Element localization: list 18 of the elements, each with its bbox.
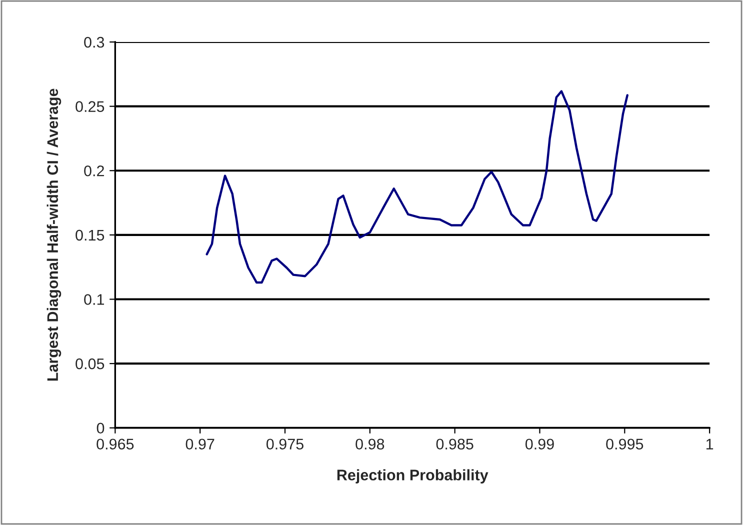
y-tick-label: 0.05 [76,358,104,370]
x-tick-label: 0.97 [186,438,214,450]
y-axis-title: Largest Diagonal Half-width CI / Average [46,88,62,381]
y-tick-label: 0 [96,422,104,434]
x-tick-label: 0.99 [525,438,554,450]
y-tick-label: 0.25 [76,101,104,112]
x-axis-title: Rejection Probability [337,469,488,484]
x-tick-label: 0.98 [356,438,384,450]
x-tick-label: 0.965 [96,438,134,450]
x-tick-label: 0.975 [266,438,304,450]
x-tick-label: 0.995 [606,438,644,450]
y-tick-label: 0.2 [84,165,104,176]
line-series [206,90,628,284]
x-tick-label: 1 [706,438,714,450]
x-tick-label: 0.985 [436,438,474,450]
y-tick-label: 0.15 [76,230,104,241]
y-tick-label: 0.3 [84,36,104,48]
y-tick-label: 0.1 [84,294,104,305]
